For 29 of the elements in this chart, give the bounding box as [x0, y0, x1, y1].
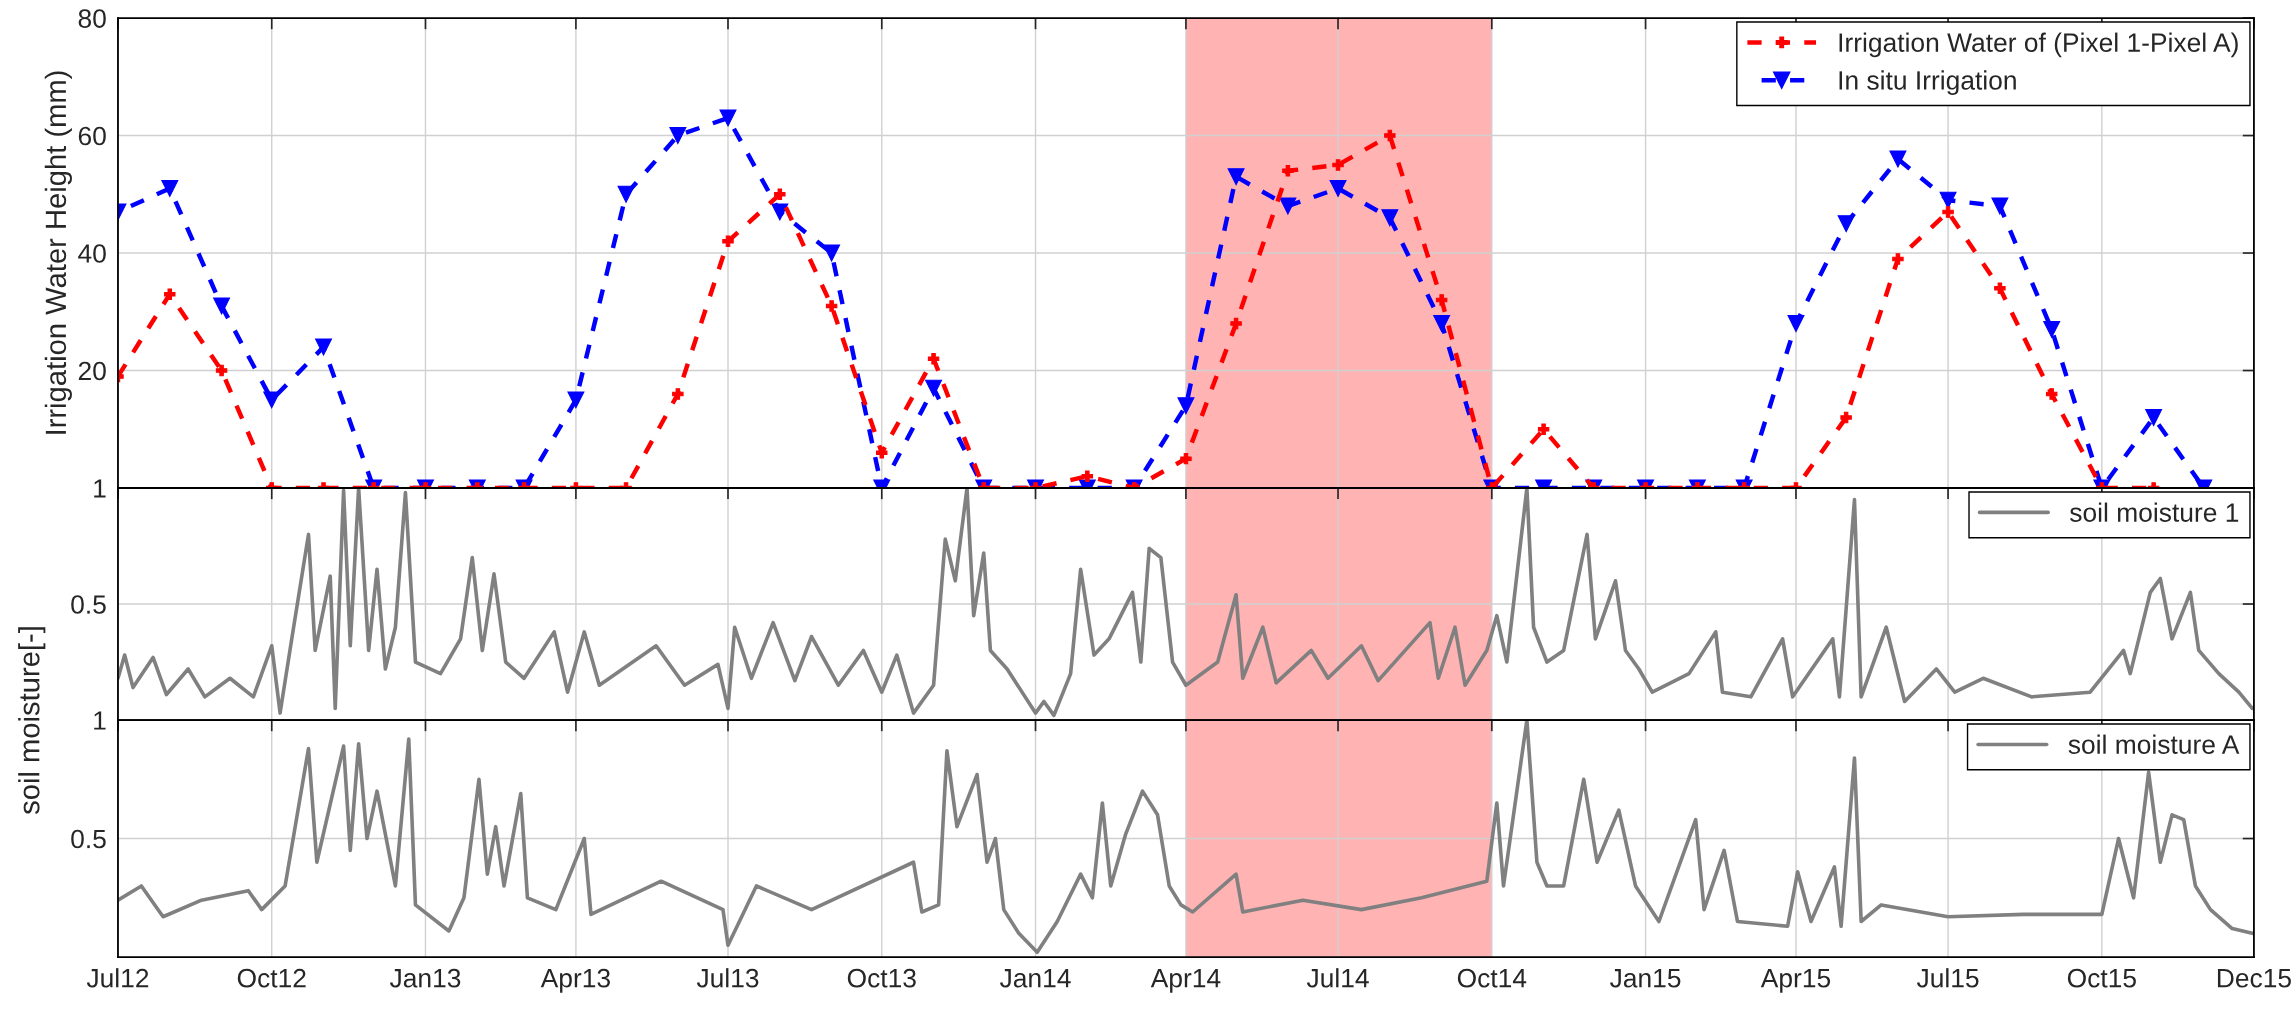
x-tick-label: Oct13 [847, 968, 916, 988]
x-tick-label: Apr15 [1760, 969, 1831, 993]
y-tick-label: 40 [78, 244, 106, 263]
x-tick-label: Jan15 [1610, 969, 1681, 988]
legend-label: In situ Irrigation [1839, 70, 2016, 95]
x-tick-label: Oct15 [2067, 968, 2136, 988]
y-axis-title: soil moisture[-] [18, 627, 46, 815]
x-tick-label: Jan14 [999, 969, 1071, 988]
y-tick-label: 20 [78, 361, 106, 381]
x-tick-label: Jan13 [389, 968, 461, 988]
x-tick-label: Apr13 [540, 968, 610, 993]
legend-label: soil moisture A [2068, 734, 2240, 754]
x-tick-label: Jul15 [1916, 968, 1979, 988]
x-tick-label: Oct14 [1457, 968, 1527, 988]
y-tick-label: 0.5 [71, 829, 106, 849]
x-tick-label: Jul14 [1306, 968, 1369, 988]
x-tick-label: Jul12 [86, 968, 149, 988]
y-axis-title: Irrigation Water Height (mm) [44, 71, 72, 434]
x-tick-label: Oct12 [237, 968, 306, 988]
legend-label: soil moisture 1 [2070, 502, 2239, 522]
y-tick-label: 60 [78, 126, 106, 146]
y-tick-label: 80 [78, 9, 106, 28]
x-tick-label: Jul13 [696, 968, 759, 988]
y-tick-label: 1 [94, 711, 106, 730]
legend-label: Irrigation Water of (Pixel 1-Pixel A) [1839, 32, 2238, 58]
x-tick-label: Apr14 [1150, 969, 1221, 993]
y-tick-label: 1 [94, 479, 106, 498]
y-tick-label: 0.5 [71, 595, 106, 614]
x-tick-label: Dec15 [2217, 969, 2291, 988]
